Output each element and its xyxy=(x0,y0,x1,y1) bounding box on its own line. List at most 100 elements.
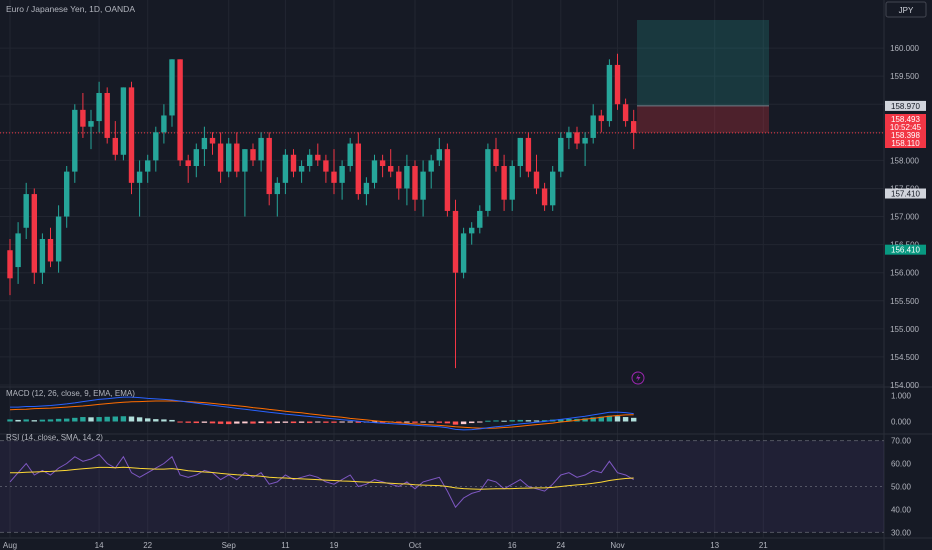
candle-body-56 xyxy=(460,233,467,273)
candle-body-26 xyxy=(217,143,224,172)
candle-body-17 xyxy=(145,160,151,172)
time-tick-0: Aug xyxy=(3,541,17,550)
position-stop-zone xyxy=(637,105,769,133)
macd-hist-bar-46 xyxy=(379,421,386,423)
macd-hist-bar-63 xyxy=(517,419,523,422)
macd-hist-bar-19 xyxy=(161,419,167,422)
rsi-ma-line xyxy=(10,466,634,490)
macd-hist-bar-75 xyxy=(614,416,621,422)
candle-body-32 xyxy=(266,137,272,195)
position-box[interactable] xyxy=(0,20,884,134)
macd-hist-bar-57 xyxy=(469,421,475,424)
macd-tick-0: 0.000 xyxy=(891,418,912,427)
macd-hist-bar-22 xyxy=(185,421,191,423)
candle-body-63 xyxy=(517,137,523,166)
macd-hist-bar-76 xyxy=(622,417,629,422)
time-tick-1: 14 xyxy=(95,541,104,550)
candle-body-2 xyxy=(23,194,29,228)
macd-hist-bar-66 xyxy=(541,420,548,422)
candle-body-24 xyxy=(201,137,208,150)
macd-hist-bar-72 xyxy=(590,417,596,422)
price-label-box-0 xyxy=(885,100,926,111)
macd-hist-bar-53 xyxy=(436,421,442,423)
candle-body-67 xyxy=(550,171,556,206)
time-tick-2: 22 xyxy=(143,541,152,550)
macd-hist-bar-25 xyxy=(209,421,216,424)
macd-hist-bar-56 xyxy=(460,421,467,425)
macd-hist-bar-51 xyxy=(420,421,426,423)
candle-body-22 xyxy=(185,160,191,166)
price-label-1: 158.493 xyxy=(891,115,920,124)
candle-body-40 xyxy=(331,171,337,183)
candle-body-8 xyxy=(72,109,78,172)
macd-hist-bar-9 xyxy=(80,417,86,422)
macd-hist-bar-37 xyxy=(307,421,313,424)
macd-title: MACD (12, 26, close, 9, EMA, EMA) xyxy=(6,389,135,398)
candle-body-74 xyxy=(606,64,613,122)
candle-body-13 xyxy=(112,137,118,155)
candle-body-53 xyxy=(436,149,442,161)
macd-hist-bar-62 xyxy=(509,420,515,422)
macd-hist-bar-2 xyxy=(23,419,29,422)
candle-body-60 xyxy=(493,149,499,166)
candle-body-39 xyxy=(323,160,329,172)
macd-hist-bar-16 xyxy=(136,417,143,422)
macd-pane xyxy=(7,396,637,431)
currency-button-label[interactable]: JPY xyxy=(899,6,914,15)
macd-hist-bar-32 xyxy=(266,421,272,424)
macd-hist-bar-34 xyxy=(282,421,289,423)
macd-hist-bar-69 xyxy=(566,418,572,422)
macd-hist-bar-60 xyxy=(493,420,499,422)
macd-hist-bar-6 xyxy=(55,418,62,422)
rsi-tick-0: 30.00 xyxy=(891,528,912,537)
macd-hist-bar-65 xyxy=(533,420,540,422)
time-tick-10: 13 xyxy=(710,541,719,550)
candle-body-31 xyxy=(258,137,264,161)
macd-hist-bar-38 xyxy=(315,421,321,423)
candle-body-70 xyxy=(574,132,580,144)
macd-hist-bar-18 xyxy=(153,419,159,422)
macd-hist-bar-41 xyxy=(339,421,345,423)
candle-body-47 xyxy=(388,166,394,172)
macd-hist-bar-52 xyxy=(428,421,434,423)
candle-body-42 xyxy=(347,143,353,166)
candle-body-77 xyxy=(631,121,637,133)
macd-hist-bar-4 xyxy=(39,419,46,422)
macd-hist-bar-73 xyxy=(598,416,604,422)
candle-body-25 xyxy=(209,137,216,144)
macd-hist-bar-49 xyxy=(404,421,410,423)
macd-hist-bar-1 xyxy=(15,419,21,422)
rsi-tick-2: 50.00 xyxy=(891,483,912,492)
macd-hist-bar-40 xyxy=(331,421,337,423)
candle-body-7 xyxy=(64,171,70,217)
candle-body-34 xyxy=(282,154,289,183)
lightning-icon[interactable] xyxy=(631,371,645,385)
candle-body-30 xyxy=(250,149,256,161)
candle-body-46 xyxy=(379,160,386,166)
candle-body-28 xyxy=(234,143,240,172)
currency-button[interactable] xyxy=(885,1,927,18)
price-tick-6: 157.000 xyxy=(890,213,919,222)
candle-body-49 xyxy=(404,166,410,189)
candle-body-38 xyxy=(315,154,321,161)
price-axis[interactable]: 154.000154.500155.000155.500156.000156.5… xyxy=(885,44,926,537)
macd-hist-bar-61 xyxy=(501,420,507,422)
candle-body-0 xyxy=(7,250,13,279)
rsi-tick-3: 60.00 xyxy=(891,460,912,469)
macd-hist-bar-3 xyxy=(31,420,37,422)
candle-body-44 xyxy=(363,182,370,195)
time-tick-8: 24 xyxy=(556,541,565,550)
macd-hist-bar-45 xyxy=(371,421,378,423)
macd-hist-bar-5 xyxy=(47,419,54,422)
time-tick-5: 19 xyxy=(330,541,339,550)
candle-body-66 xyxy=(541,188,548,206)
price-tick-2: 155.000 xyxy=(890,325,919,334)
time-tick-3: Sep xyxy=(222,541,237,550)
price-label-box-4 xyxy=(885,138,926,148)
time-axis[interactable]: Aug 14 22 Sep 11 19 Oct 16 24 Nov 13 21 xyxy=(0,537,932,550)
candle-body-50 xyxy=(412,166,418,200)
macd-tick-1: 1.000 xyxy=(891,391,912,400)
time-tick-6: Oct xyxy=(409,541,422,550)
candle-body-6 xyxy=(55,216,62,262)
